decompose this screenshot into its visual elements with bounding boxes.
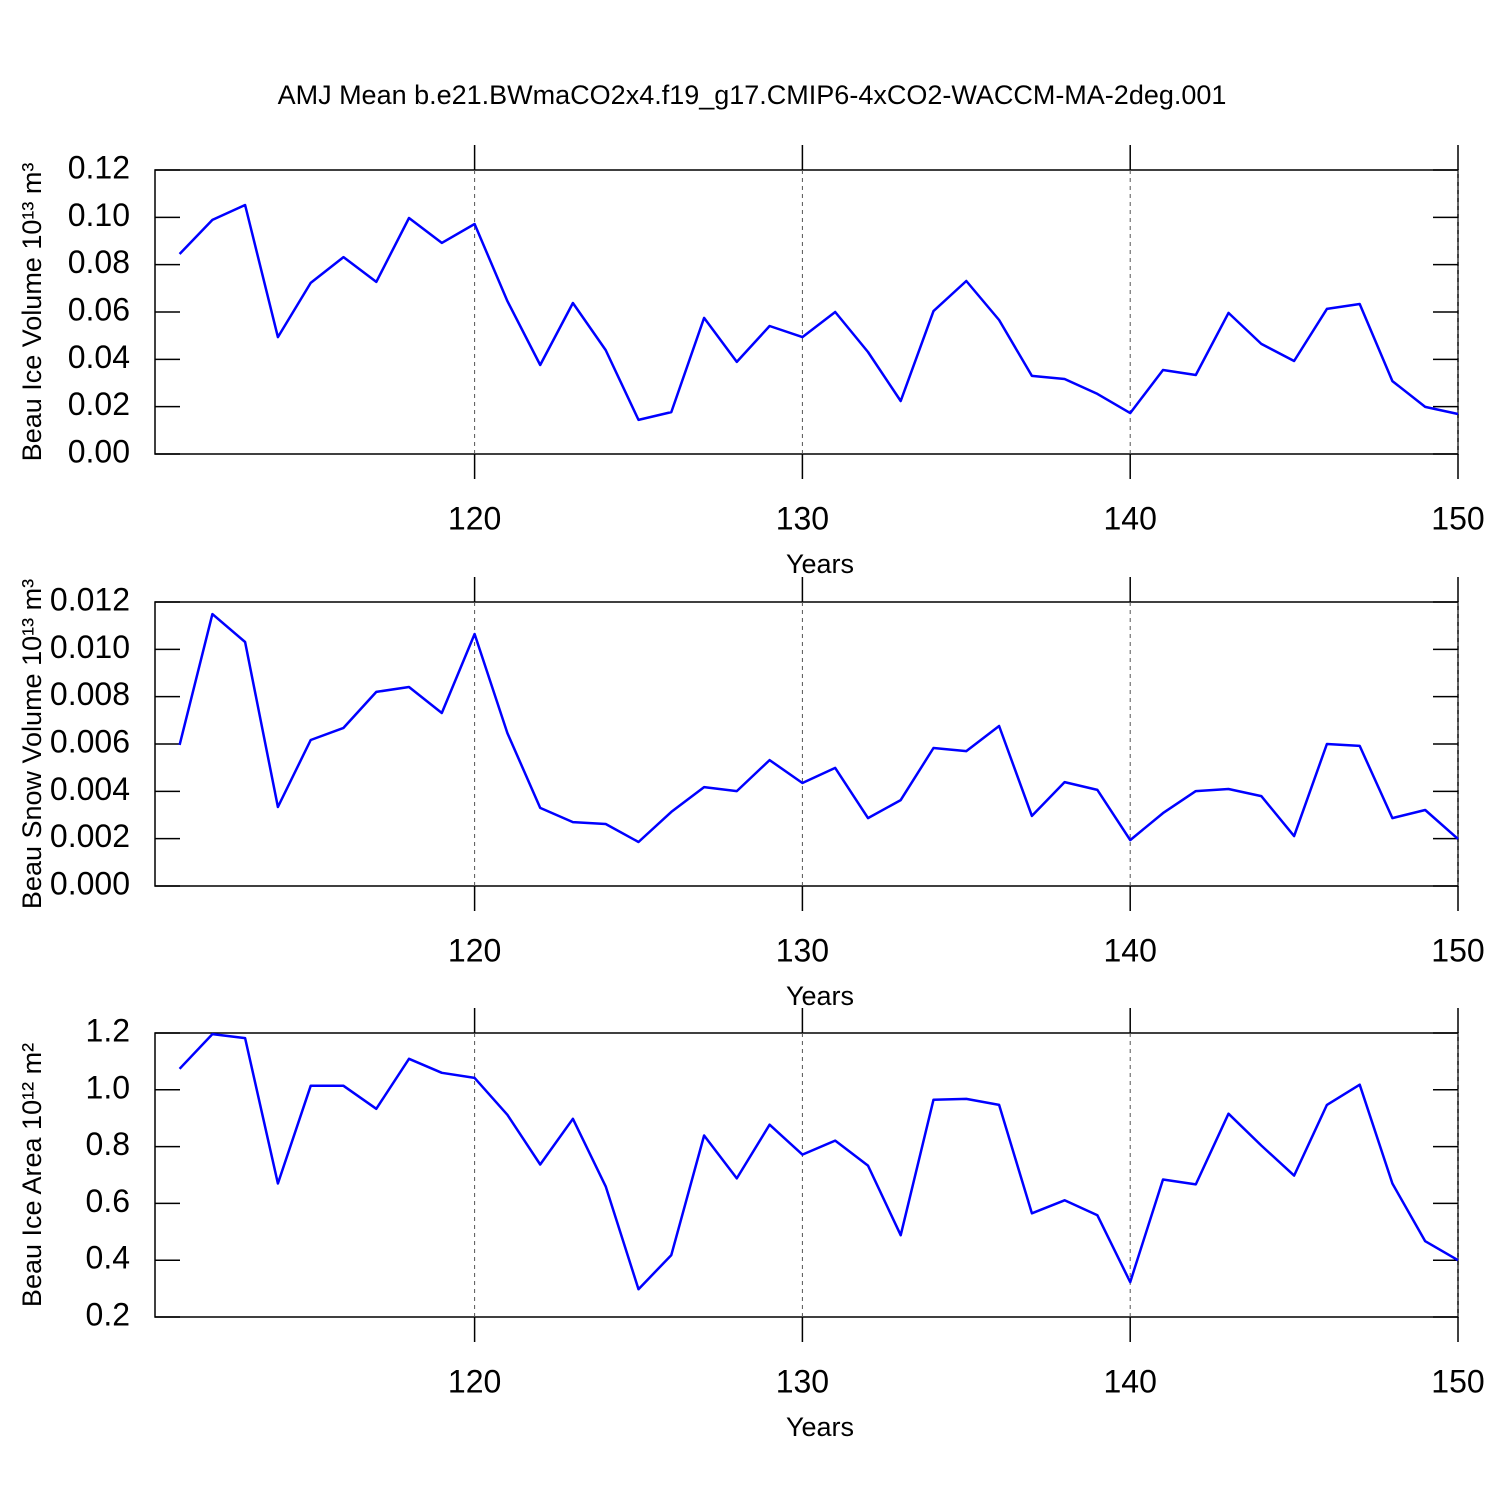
x-tick-label: 130 xyxy=(776,500,829,536)
y-tick-label: 0.012 xyxy=(50,581,130,617)
plot-frame xyxy=(154,601,1459,887)
y-tick-label: 1.2 xyxy=(86,1012,130,1048)
x-tick-label: 150 xyxy=(1431,932,1484,968)
y-tick-label: 0.010 xyxy=(50,629,130,665)
y-tick-label: 0.12 xyxy=(68,149,130,185)
x-tick-label: 140 xyxy=(1104,500,1157,536)
data-line xyxy=(178,612,1459,844)
plot-frame xyxy=(154,169,1459,455)
y-tick-label: 0.000 xyxy=(50,865,130,901)
x-tick-label: 140 xyxy=(1104,1363,1157,1399)
y-tick-label: 0.00 xyxy=(68,433,130,469)
y-tick-label: 0.06 xyxy=(68,291,130,327)
y-tick-label: 0.04 xyxy=(68,339,130,375)
y-tick-label: 0.10 xyxy=(68,197,130,233)
y-tick-label: 0.004 xyxy=(50,771,130,807)
data-line xyxy=(178,1032,1459,1291)
y-tick-label: 0.002 xyxy=(50,818,130,854)
y-tick-label: 0.008 xyxy=(50,676,130,712)
x-tick-label: 130 xyxy=(776,1363,829,1399)
y-tick-label: 1.0 xyxy=(86,1069,130,1105)
x-axis-label: Years xyxy=(786,549,854,579)
y-tick-label: 0.02 xyxy=(68,386,130,422)
data-line xyxy=(178,203,1459,422)
x-tick-label: 150 xyxy=(1431,1363,1484,1399)
y-axis-label: Beau Ice Area 10¹² m² xyxy=(17,1043,47,1307)
x-axis-label: Years xyxy=(786,981,854,1011)
y-axis-label: Beau Snow Volume 10¹³ m³ xyxy=(17,579,47,909)
y-tick-label: 0.8 xyxy=(86,1126,130,1162)
y-tick-label: 0.08 xyxy=(68,244,130,280)
x-tick-label: 130 xyxy=(776,932,829,968)
x-tick-label: 140 xyxy=(1104,932,1157,968)
y-tick-label: 0.2 xyxy=(86,1296,130,1332)
y-tick-label: 0.6 xyxy=(86,1183,130,1219)
y-tick-label: 0.4 xyxy=(86,1240,130,1276)
x-axis-label: Years xyxy=(786,1412,854,1442)
x-tick-label: 120 xyxy=(448,932,501,968)
y-tick-label: 0.006 xyxy=(50,723,130,759)
x-tick-label: 150 xyxy=(1431,500,1484,536)
y-axis-label: Beau Ice Volume 10¹³ m³ xyxy=(17,163,47,462)
chart-title: AMJ Mean b.e21.BWmaCO2x4.f19_g17.CMIP6-4… xyxy=(278,80,1227,110)
x-tick-label: 120 xyxy=(448,1363,501,1399)
x-tick-label: 120 xyxy=(448,500,501,536)
plot-frame xyxy=(154,1032,1459,1318)
